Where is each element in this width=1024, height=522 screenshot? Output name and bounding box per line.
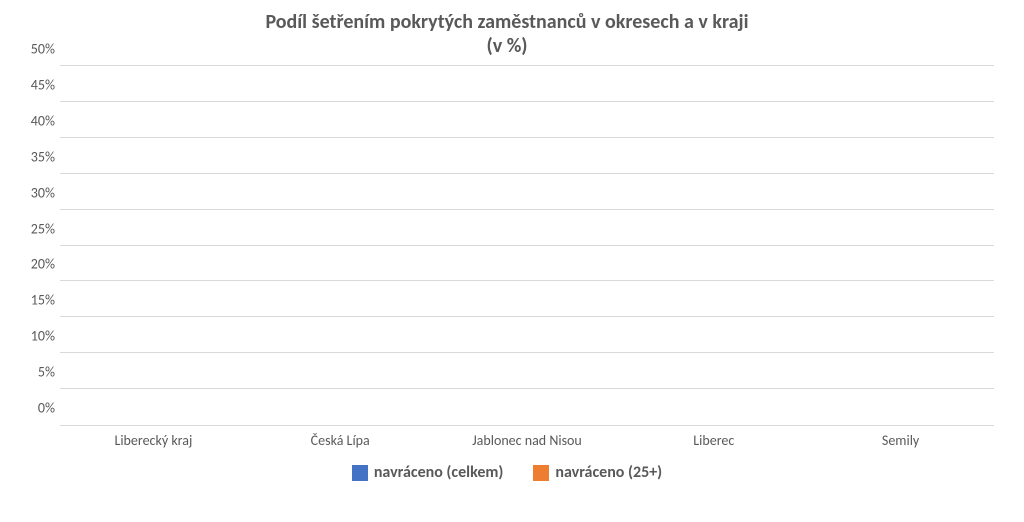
y-tick-label: 30% xyxy=(15,184,55,201)
x-axis-labels: Liberecký krajČeská LípaJablonec nad Nis… xyxy=(60,432,994,449)
legend-swatch xyxy=(352,465,368,481)
y-tick-label: 25% xyxy=(15,220,55,237)
legend-label: navráceno (celkem) xyxy=(374,463,504,482)
legend: navráceno (celkem) navráceno (25+) xyxy=(10,463,1004,482)
legend-label: navráceno (25+) xyxy=(555,463,662,482)
gridline xyxy=(60,280,994,281)
gridline xyxy=(60,245,994,246)
y-tick-label: 0% xyxy=(15,400,55,417)
plot-region: 0%5%10%15%20%25%30%35%40%45%50% xyxy=(60,66,994,426)
legend-swatch xyxy=(533,465,549,481)
x-tick-label: Jablonec nad Nisou xyxy=(434,432,621,449)
gridline xyxy=(60,101,994,102)
chart-title: Podíl šetřením pokrytých zaměstnanců v o… xyxy=(10,10,1004,58)
gridline xyxy=(60,65,994,66)
legend-item: navráceno (celkem) xyxy=(352,463,504,482)
gridline xyxy=(60,352,994,353)
y-tick-label: 20% xyxy=(15,256,55,273)
y-tick-label: 50% xyxy=(15,41,55,58)
x-tick-label: Česká Lípa xyxy=(247,432,434,449)
x-tick-label: Liberec xyxy=(620,432,807,449)
y-tick-label: 35% xyxy=(15,148,55,165)
chart-title-line-0: Podíl šetřením pokrytých zaměstnanců v o… xyxy=(10,10,1004,34)
chart-title-line-1: (v %) xyxy=(10,34,1004,58)
y-tick-label: 15% xyxy=(15,292,55,309)
gridline xyxy=(60,316,994,317)
x-tick-label: Semily xyxy=(807,432,994,449)
gridline xyxy=(60,137,994,138)
y-tick-label: 10% xyxy=(15,328,55,345)
bars-area xyxy=(60,66,994,425)
y-tick-label: 40% xyxy=(15,112,55,129)
x-tick-label: Liberecký kraj xyxy=(60,432,247,449)
gridline xyxy=(60,388,994,389)
chart-container: Podíl šetřením pokrytých zaměstnanců v o… xyxy=(0,0,1024,522)
gridline xyxy=(60,209,994,210)
legend-item: navráceno (25+) xyxy=(533,463,662,482)
y-tick-label: 45% xyxy=(15,76,55,93)
gridline xyxy=(60,173,994,174)
y-tick-label: 5% xyxy=(15,364,55,381)
